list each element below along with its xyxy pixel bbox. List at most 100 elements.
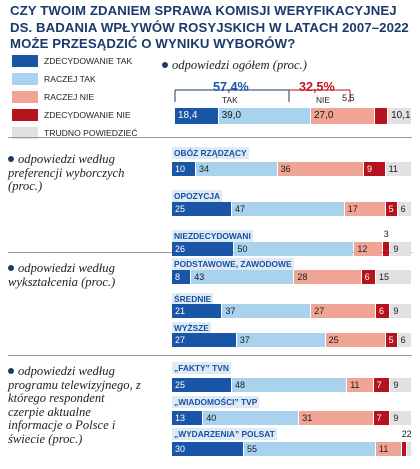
bar-segment: 6: [361, 270, 375, 284]
tak-total: 57,4%: [213, 80, 249, 94]
bar-segment: 55: [244, 442, 375, 456]
data-label: 39,0: [221, 110, 242, 121]
bar-segment: 9: [390, 304, 411, 318]
group-label: „FAKTY” TVN: [172, 362, 231, 374]
data-label: 27,0: [314, 110, 334, 121]
data-label: 5: [388, 335, 394, 345]
bar-segment: 40: [203, 411, 299, 425]
data-label: 9: [393, 306, 399, 316]
bullet-icon: [162, 62, 168, 68]
group-label: ŚREDNIE: [172, 293, 214, 305]
bar-segment: 15: [376, 270, 411, 284]
data-label: 13: [175, 413, 186, 423]
data-label: 43: [194, 272, 205, 282]
data-label: 10,1: [391, 110, 411, 121]
data-label: 11: [388, 164, 398, 174]
bar-segment: 48: [232, 378, 347, 392]
data-label: 10: [175, 164, 186, 174]
nie-label: NIE: [316, 95, 330, 105]
section-label-preferences: odpowiedzi według preferencji wyborczych…: [8, 152, 125, 194]
section-label-tv: odpowiedzi według programu telewizyjnego…: [8, 364, 141, 446]
data-label: 28: [297, 272, 308, 282]
data-label: 6: [400, 204, 406, 214]
bar-segment: 25: [172, 202, 231, 216]
bar-segment: 11: [347, 378, 373, 392]
divider: [8, 355, 412, 356]
legend-label: RACZEJ NIE: [44, 92, 95, 102]
bar-segment: 31: [299, 411, 373, 425]
bar-segment: 17: [344, 202, 385, 216]
data-label: 48: [235, 380, 246, 390]
divider: [8, 137, 412, 138]
data-label: 6: [379, 306, 385, 316]
group-label: PODSTAWOWE, ZAWODOWE: [172, 258, 294, 270]
data-label: 3: [383, 229, 389, 239]
legend-swatch: [12, 73, 38, 85]
data-label: 12: [357, 244, 368, 254]
nie-total: 32,5%: [299, 80, 335, 94]
data-label: 27: [314, 306, 325, 316]
group-label: NIEZDECYDOWANI: [172, 230, 253, 242]
legend-item: RACZEJ NIE: [12, 90, 94, 104]
bar-segment: [402, 442, 407, 456]
bar-segment: 9: [364, 162, 385, 176]
bar-segment: 27: [172, 333, 236, 347]
legend-swatch: [12, 109, 38, 121]
data-label: 36: [280, 164, 291, 174]
bar-segment: 9: [390, 411, 411, 425]
bar-segment: 36: [277, 162, 363, 176]
bar-segment: 30: [172, 442, 243, 456]
bar-segment: 7: [373, 378, 390, 392]
legend-label: RACZEJ TAK: [44, 74, 96, 84]
bar-segment: 11: [376, 442, 402, 456]
bar-segment: 37: [222, 304, 311, 318]
legend-swatch: [12, 55, 38, 67]
data-label: 50: [237, 244, 248, 254]
data-label: 31: [302, 413, 313, 423]
legend-label: TRUDNO POWIEDZIEĆ: [44, 128, 138, 138]
bullet-icon: [8, 265, 14, 271]
group-label: OBÓZ RZĄDZĄCY: [172, 147, 249, 159]
bar-segment: 18,4: [175, 108, 218, 124]
data-label: 8: [175, 272, 181, 282]
legend-label: ZDECYDOWANIE TAK: [44, 56, 133, 66]
bar-segment: 7: [373, 411, 390, 425]
data-label: 27: [175, 335, 186, 345]
bar-segment: [375, 108, 387, 124]
data-label: 25: [328, 335, 339, 345]
bar-segment: 10,1: [388, 108, 411, 124]
bar-segment: 9: [390, 242, 411, 256]
chart-title: CZY TWOIM ZDANIEM SPRAWA KOMISJI WERYFIK…: [10, 3, 409, 51]
overall-dn-outside: 5,5: [342, 93, 355, 103]
data-label: 17: [347, 204, 358, 214]
bar-segment: 6: [397, 333, 411, 347]
bar-segment: 6: [397, 202, 411, 216]
data-label: 7: [376, 413, 382, 423]
data-label: 40: [206, 413, 217, 423]
data-label: 9: [393, 244, 399, 254]
legend-swatch: [12, 91, 38, 103]
bullet-icon: [8, 368, 14, 374]
data-label: 15: [379, 272, 390, 282]
bar-segment: 27: [311, 304, 375, 318]
tak-label: TAK: [222, 95, 238, 105]
bar-segment: 5: [385, 202, 397, 216]
bar-segment: 25: [172, 378, 231, 392]
data-label: 25: [175, 380, 186, 390]
overall-label-text: odpowiedzi ogółem (proc.): [172, 58, 307, 72]
data-label: 47: [235, 204, 246, 214]
bar-segment: 9: [390, 378, 411, 392]
data-label: 2: [401, 429, 407, 439]
data-label: 11: [379, 444, 389, 454]
bar-segment: 25: [325, 333, 385, 347]
data-label: 37: [239, 335, 250, 345]
data-label: 55: [247, 444, 258, 454]
data-label: 7: [376, 380, 382, 390]
group-label: „WIADOMOŚCI” TVP: [172, 396, 260, 408]
group-label: WYŻSZE: [172, 322, 211, 334]
overall-label: odpowiedzi ogółem (proc.): [162, 58, 307, 73]
bar-segment: 28: [294, 270, 361, 284]
bar-segment: 10: [172, 162, 195, 176]
legend-swatch: [12, 127, 38, 139]
overall-brackets: [174, 89, 351, 102]
